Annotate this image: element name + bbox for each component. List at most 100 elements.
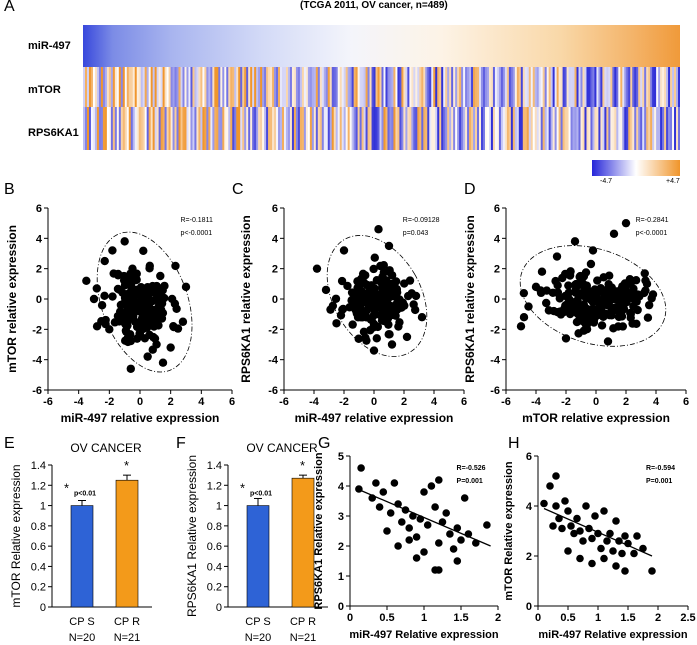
heatmap-cell [600,107,603,150]
data-point [540,499,548,508]
heatmap-cell [544,67,548,107]
heatmap-cell [246,107,249,150]
data-point [626,308,635,318]
heatmap-cell [178,107,181,150]
heatmap-cell [554,67,558,107]
heatmap-cell [548,107,552,150]
heatmap-cell [317,67,321,107]
heatmap-cell [572,67,575,107]
heatmap-mtor-stripes [83,67,680,107]
heatmap-cell [604,107,607,150]
heatmap-cell [266,107,269,150]
data-point [331,294,341,303]
heatmap-cell [562,67,565,107]
data-point [609,547,617,555]
scatter-plot-h: H 0 0.5 1 1.5 2 2.5 0 2 4 6 miR-497 Relative expres… [503,435,696,641]
heatmap-cell [248,67,251,107]
heatmap-cell [218,67,221,107]
heatmap-cell [391,67,394,107]
heatmap-cell [208,67,211,107]
heatmap-cell [580,107,583,150]
heatmap-cell [160,67,163,107]
data-point [442,509,450,517]
x-axis-label: miR-497 Relative expression [349,629,498,641]
heatmap-cell [289,67,293,107]
heatmap-cell [634,67,637,107]
heatmap-cell [502,107,506,150]
heatmap-cell [317,107,321,150]
x-tick-label: 2 [495,612,501,624]
heatmap-cell [162,107,165,150]
data-point [561,497,569,505]
data-point [612,517,620,525]
heatmap-cell [576,67,579,107]
p-value-label: p<0.01 [74,490,96,497]
heatmap-cell [369,107,372,150]
heatmap-cell [532,67,536,107]
heatmap-cell [620,67,623,107]
stat-label: R=-0.2841 [636,217,669,224]
data-point [348,320,357,329]
heatmap-cell [429,107,432,150]
data-point [385,330,394,339]
heatmap-cell [130,107,134,150]
heatmap-cell [240,67,243,107]
heatmap-cell [325,67,329,107]
heatmap-cell [614,107,617,150]
heatmap-cell [508,67,512,107]
heatmap-cell [236,107,239,150]
heatmap-cell [108,107,112,150]
data-point [89,294,99,304]
heatmap-cell [606,107,609,150]
heatmap-cell [238,107,241,150]
data-point [457,536,465,544]
data-point [385,267,394,277]
data-point [143,352,152,361]
y-tick-label: 2 [338,541,344,553]
heatmap-cell [218,107,221,150]
heatmap-cell [365,107,368,150]
heatmap-mir497-gradient [83,25,680,67]
x-tick-label: 4 [431,396,438,408]
heatmap-cell [327,107,331,150]
heatmap-cell [622,107,625,150]
y-tick-label: -2 [32,324,42,336]
data-point [582,325,592,334]
heatmap-cell [88,67,92,107]
heatmap-cell [86,67,90,107]
y-tick-label: 0 [36,294,42,306]
data-point [435,566,443,574]
data-point [126,276,135,285]
x-tick-label: 2.5 [680,612,695,624]
stat-label: R=-0.526 [457,465,486,472]
data-point [369,346,379,355]
heatmap-cell [329,107,333,150]
heatmap-cell [264,67,267,107]
data-point [604,295,613,305]
data-point [135,319,145,329]
heatmap-cell [301,107,305,150]
x-tick-label: 6 [229,396,235,408]
data-point [379,488,388,496]
heatmap-cell [204,107,207,150]
heatmap-cell [492,107,496,150]
x-axis-label: miR-497 Relative expression [538,629,687,641]
heatmap-cell [262,107,265,150]
heatmap-cell [156,107,160,150]
heatmap-cell [397,67,400,107]
heatmap-cell [96,67,100,107]
heatmap-cell [387,67,390,107]
data-point [173,324,183,333]
heatmap-cell [180,67,183,107]
heatmap-cell [176,67,179,107]
chart-title: OV CANCER [246,441,318,455]
heatmap-cell [321,107,325,150]
data-point [347,295,357,305]
x-axis-label: mTOR relative expression [522,411,670,425]
x-tick-label: 6 [461,396,467,408]
heatmap-cell [282,67,285,107]
heatmap-cell [363,107,366,150]
y-tick-label: 2 [36,264,42,276]
heatmap-cell [443,107,446,150]
heatmap-cell [214,107,217,150]
